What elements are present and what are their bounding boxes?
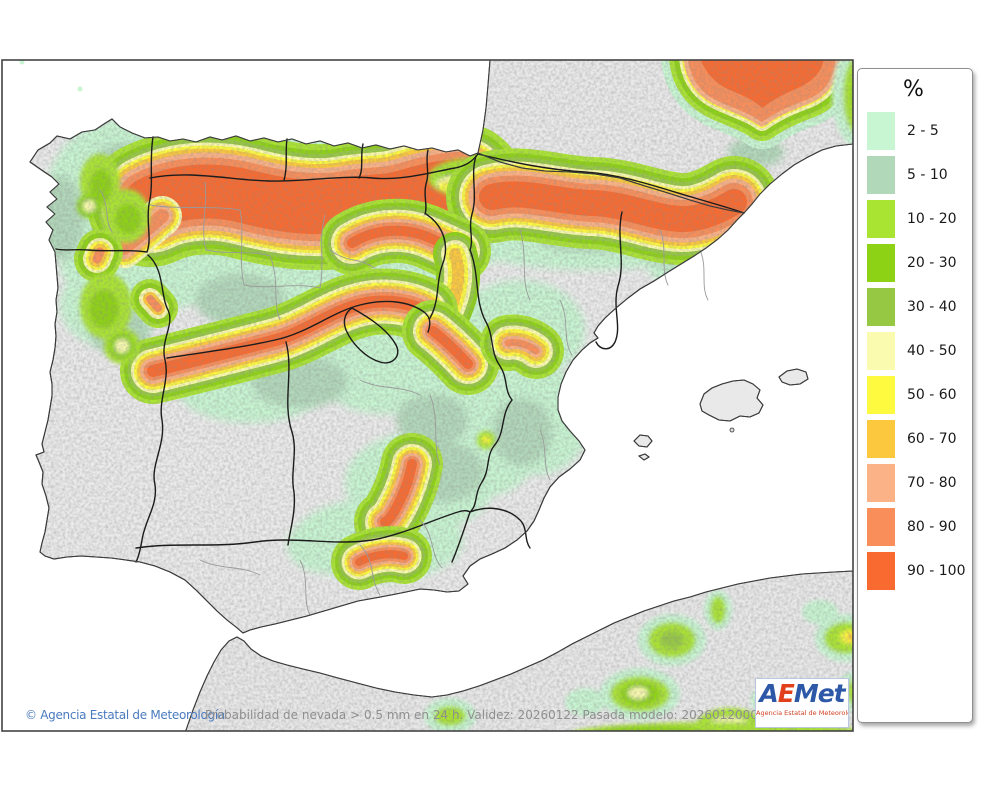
legend-label: 30 - 40 xyxy=(907,299,957,315)
legend-row: 30 - 40 xyxy=(867,288,972,326)
legend-row: 5 - 10 xyxy=(867,156,972,194)
legend-label: 5 - 10 xyxy=(907,167,948,183)
legend-swatch xyxy=(867,332,895,370)
legend-swatch xyxy=(867,420,895,458)
aemet-logo-subtitle: Agencia Estatal de Meteorología xyxy=(756,709,848,717)
copyright-text: © Agencia Estatal de Meteorología xyxy=(25,708,225,722)
legend-swatch xyxy=(867,288,895,326)
legend-row: 90 - 100 xyxy=(867,552,972,590)
legend-swatch xyxy=(867,112,895,150)
legend-swatch xyxy=(867,552,895,590)
legend-swatch xyxy=(867,464,895,502)
province-borders xyxy=(99,181,709,616)
legend-label: 2 - 5 xyxy=(907,123,939,139)
legend-label: 60 - 70 xyxy=(907,431,957,447)
community-borders xyxy=(55,136,745,563)
legend-swatch xyxy=(867,508,895,546)
map-frame xyxy=(1,59,854,732)
legend-label: 40 - 50 xyxy=(907,343,957,359)
status-text: Probabilidad de nevada > 0.5 mm en 24 h.… xyxy=(205,708,758,722)
legend-swatch xyxy=(867,244,895,282)
landmasses xyxy=(29,60,853,731)
logo-letter-a: A xyxy=(759,679,778,708)
legend-label: 80 - 90 xyxy=(907,519,957,535)
legend-row: 80 - 90 xyxy=(867,508,972,546)
legend-row: 2 - 5 xyxy=(867,112,972,150)
legend-row: 50 - 60 xyxy=(867,376,972,414)
legend-row: 20 - 30 xyxy=(867,244,972,282)
legend-row: 40 - 50 xyxy=(867,332,972,370)
legend-row: 70 - 80 xyxy=(867,464,972,502)
legend-label: 50 - 60 xyxy=(907,387,957,403)
legend-title: % xyxy=(903,77,924,102)
aemet-logo: AEMet Agencia Estatal de Meteorología xyxy=(755,678,849,728)
legend-label: 20 - 30 xyxy=(907,255,957,271)
logo-letters-met: Met xyxy=(793,679,846,708)
legend-swatch xyxy=(867,376,895,414)
legend-swatch xyxy=(867,156,895,194)
legend-swatch xyxy=(867,200,895,238)
legend-label: 90 - 100 xyxy=(907,563,966,579)
cabrera-island xyxy=(729,427,735,433)
sea-speck xyxy=(19,60,25,65)
legend-label: 10 - 20 xyxy=(907,211,957,227)
legend-row: 10 - 20 xyxy=(867,200,972,238)
legend-label: 70 - 80 xyxy=(907,475,957,491)
logo-letter-e: E xyxy=(777,679,795,708)
legend-row: 60 - 70 xyxy=(867,420,972,458)
aemet-logo-word: AEMet xyxy=(756,679,848,709)
sea-speck xyxy=(77,86,83,92)
legend-panel: % 2 - 5 5 - 10 10 - 20 20 - 30 30 - 40 4… xyxy=(857,68,973,723)
